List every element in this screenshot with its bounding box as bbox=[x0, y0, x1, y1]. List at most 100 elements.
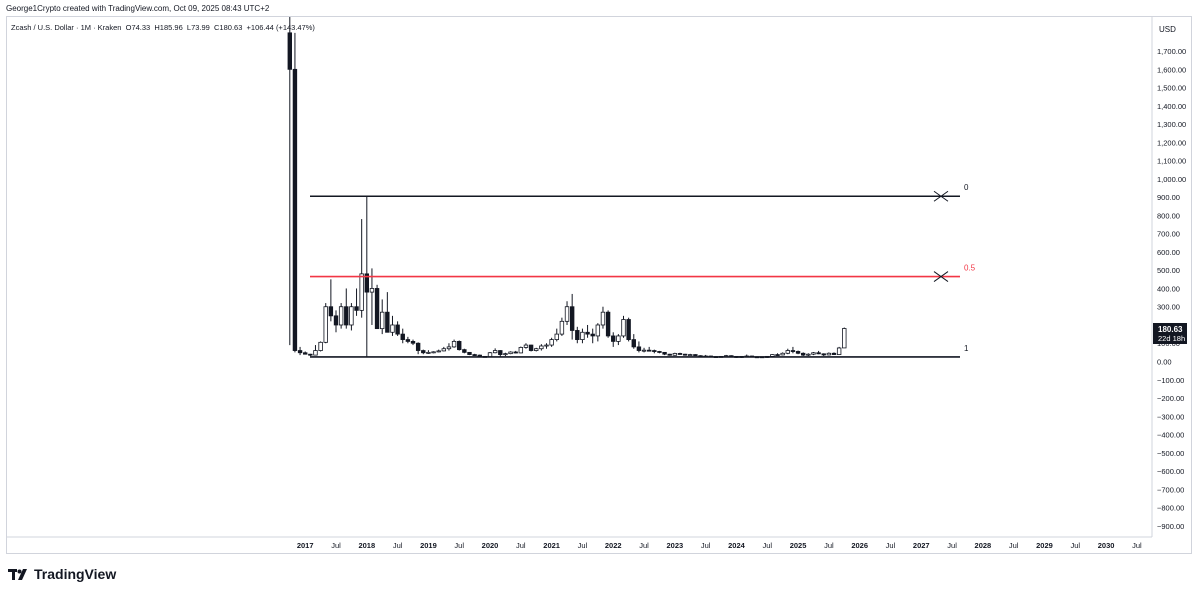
price-tick-label: 1,400.00 bbox=[1157, 102, 1186, 111]
candle bbox=[528, 344, 534, 352]
candle bbox=[513, 350, 518, 354]
price-tick-label: −800.00 bbox=[1157, 504, 1184, 513]
time-tick-label: 2028 bbox=[975, 541, 992, 550]
candle bbox=[631, 334, 636, 349]
candle bbox=[831, 352, 837, 355]
candle bbox=[385, 292, 390, 333]
close-icon bbox=[933, 190, 949, 202]
candle-body bbox=[631, 339, 636, 348]
candle-body bbox=[333, 315, 339, 326]
time-tick-label: Jul bbox=[947, 541, 957, 550]
price-axis: −900.00 −800.00 −700.00 −600.00 −500.00 −400.… bbox=[1151, 17, 1186, 537]
fib-level[interactable]: 0 bbox=[310, 183, 969, 202]
candle bbox=[457, 340, 462, 351]
candle-body bbox=[826, 352, 832, 356]
candle-body bbox=[364, 273, 370, 293]
candle-body bbox=[667, 353, 672, 356]
candle-body bbox=[513, 351, 518, 354]
candle-body bbox=[472, 354, 477, 356]
candle-body bbox=[344, 306, 349, 326]
candle-body bbox=[374, 288, 380, 330]
candle bbox=[641, 347, 647, 353]
time-tick-label: Jul bbox=[454, 541, 464, 550]
time-tick-label: Jul bbox=[824, 541, 834, 550]
candle bbox=[662, 351, 667, 356]
candle-body bbox=[400, 333, 405, 340]
candle bbox=[657, 350, 662, 354]
candle-body bbox=[569, 306, 575, 331]
candle bbox=[405, 336, 411, 344]
candle bbox=[292, 32, 298, 353]
price-tick-label: 700.00 bbox=[1157, 230, 1180, 239]
candle bbox=[590, 328, 595, 344]
candle bbox=[621, 315, 626, 338]
price-countdown: 22d 18h bbox=[1158, 334, 1185, 343]
candle bbox=[395, 321, 400, 336]
candle-body bbox=[338, 306, 344, 326]
candle bbox=[313, 345, 318, 356]
candle bbox=[800, 352, 806, 357]
candle-body bbox=[544, 344, 549, 347]
fib-label: 0 bbox=[964, 183, 969, 192]
candle bbox=[575, 326, 580, 344]
candle-body bbox=[821, 353, 826, 356]
time-tick-label: Jul bbox=[701, 541, 711, 550]
candle bbox=[492, 348, 498, 354]
candle bbox=[503, 352, 508, 357]
price-tick-label: 900.00 bbox=[1157, 193, 1180, 202]
candle-body bbox=[462, 349, 467, 353]
candle bbox=[318, 341, 323, 352]
candle bbox=[652, 349, 657, 354]
candle-body bbox=[790, 350, 796, 352]
price-tick-label: −200.00 bbox=[1157, 394, 1184, 403]
fib-level[interactable]: 0.5 bbox=[310, 264, 976, 282]
candle bbox=[534, 347, 539, 352]
candle-body bbox=[831, 352, 837, 355]
candle bbox=[539, 344, 544, 351]
candle bbox=[369, 268, 375, 325]
price-tick-label: 1,700.00 bbox=[1157, 47, 1186, 56]
price-axis-unit: USD bbox=[1159, 25, 1176, 34]
candle-body bbox=[446, 346, 452, 350]
candle-body bbox=[508, 351, 513, 355]
candle bbox=[795, 350, 801, 355]
candle-body bbox=[575, 330, 580, 340]
candle-body bbox=[600, 311, 606, 326]
price-tick-label: 500.00 bbox=[1157, 266, 1180, 275]
time-tick-label: Jul bbox=[639, 541, 649, 550]
price-tick-label: −900.00 bbox=[1157, 522, 1184, 531]
candle bbox=[421, 349, 426, 355]
candle bbox=[441, 346, 447, 352]
chart-credit: George1Crypto created with TradingView.c… bbox=[6, 4, 270, 13]
candle bbox=[302, 351, 308, 355]
candle bbox=[611, 332, 616, 347]
candle bbox=[400, 328, 405, 344]
candle-body bbox=[662, 351, 667, 355]
fib-level[interactable]: 1 bbox=[310, 344, 969, 358]
candle bbox=[410, 339, 416, 346]
candle-body bbox=[436, 350, 441, 353]
candle-body bbox=[646, 349, 652, 352]
candle bbox=[580, 328, 585, 344]
candle bbox=[672, 352, 678, 356]
candle-body bbox=[354, 306, 359, 311]
candle-body bbox=[811, 352, 816, 355]
time-tick-label: 2023 bbox=[667, 541, 684, 550]
candle bbox=[585, 324, 590, 338]
candle-body bbox=[313, 350, 318, 356]
last-price-value: 180.63 bbox=[1158, 325, 1183, 334]
price-tick-label: 1,100.00 bbox=[1157, 157, 1186, 166]
candle-body bbox=[415, 342, 421, 351]
price-tick-label: 300.00 bbox=[1157, 303, 1180, 312]
time-tick-label: 2017 bbox=[297, 541, 314, 550]
candle bbox=[462, 348, 467, 354]
candle-body bbox=[611, 335, 616, 342]
candle-body bbox=[682, 353, 688, 356]
candle bbox=[836, 346, 842, 355]
candle bbox=[646, 346, 652, 352]
time-tick-label: 2030 bbox=[1098, 541, 1115, 550]
price-tick-label: 800.00 bbox=[1157, 211, 1180, 220]
candle-body bbox=[318, 341, 323, 351]
tradingview-branding[interactable]: TradingView bbox=[8, 566, 116, 582]
